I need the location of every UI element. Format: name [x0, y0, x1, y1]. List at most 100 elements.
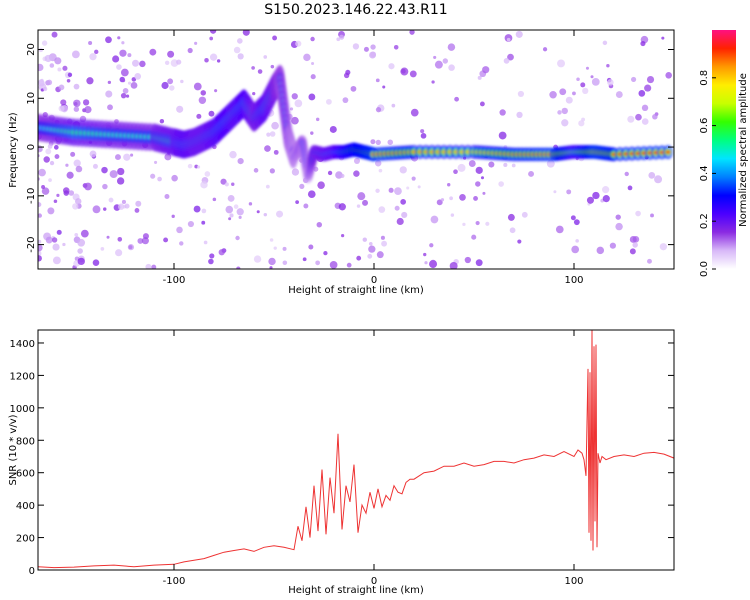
- noise-speck: [264, 145, 271, 152]
- noise-speck: [208, 110, 215, 117]
- noise-speck: [352, 43, 360, 50]
- noise-speck: [566, 189, 572, 195]
- y-tick-label: -20: [26, 236, 37, 252]
- noise-speck: [308, 244, 314, 250]
- noise-speck: [54, 57, 62, 65]
- noise-speck: [635, 210, 641, 217]
- noise-speck: [149, 48, 157, 56]
- noise-speck: [399, 166, 407, 174]
- noise-speck: [257, 69, 263, 74]
- noise-speck: [253, 168, 259, 173]
- noise-speck: [209, 53, 218, 61]
- x-tick-label: 100: [564, 275, 583, 286]
- noise-speck: [56, 229, 62, 235]
- noise-speck: [154, 160, 158, 164]
- noise-speck: [343, 72, 350, 79]
- noise-speck: [135, 200, 142, 207]
- noise-speck: [235, 235, 240, 241]
- noise-speck: [375, 107, 382, 113]
- noise-speck: [100, 247, 105, 251]
- noise-speck: [225, 205, 234, 214]
- noise-speck: [378, 206, 386, 213]
- noise-speck: [665, 72, 672, 79]
- snr-frame: [37, 329, 675, 571]
- noise-speck: [376, 251, 384, 259]
- noise-speck: [92, 205, 101, 214]
- noise-speck: [40, 78, 44, 82]
- noise-speck: [75, 165, 83, 173]
- noise-speck: [316, 221, 323, 228]
- noise-speck: [430, 215, 439, 224]
- noise-speck: [176, 59, 182, 65]
- noise-speck: [119, 49, 127, 57]
- spectrogram-y-label: Frequency (Hz): [8, 112, 19, 188]
- y-tick-label: -10: [26, 188, 37, 204]
- noise-speck: [74, 232, 79, 237]
- colorbar-tick-label: 0.0: [699, 261, 710, 277]
- noise-speck: [236, 208, 244, 216]
- noise-speck: [45, 236, 53, 244]
- noise-speck: [38, 63, 44, 72]
- noise-speck: [169, 85, 175, 91]
- colorbar-tick-label: 0.6: [699, 118, 710, 134]
- noise-speck: [590, 75, 594, 79]
- noise-speck: [475, 166, 483, 174]
- noise-speck: [236, 266, 241, 269]
- noise-speck: [507, 53, 514, 61]
- noise-speck: [521, 211, 528, 218]
- noise-speck: [237, 38, 243, 44]
- colorbar-bar: [712, 30, 736, 269]
- noise-speck: [659, 243, 668, 251]
- noise-speck: [73, 99, 81, 108]
- noise-speck: [171, 214, 175, 218]
- noise-speck: [370, 139, 376, 145]
- noise-speck: [80, 229, 89, 238]
- noise-speck: [77, 257, 85, 266]
- noise-speck: [210, 30, 217, 34]
- noise-speck: [187, 47, 193, 54]
- noise-speck: [115, 249, 123, 257]
- noise-speck: [134, 73, 142, 80]
- noise-speck: [572, 91, 576, 96]
- noise-speck: [482, 66, 490, 74]
- noise-speck: [117, 237, 123, 242]
- noise-speck: [315, 117, 320, 122]
- noise-speck: [624, 171, 629, 177]
- noise-speck: [45, 148, 52, 155]
- noise-speck: [269, 131, 276, 137]
- noise-speck: [105, 36, 112, 44]
- noise-speck: [123, 153, 131, 161]
- noise-speck: [423, 252, 427, 257]
- noise-speck: [356, 204, 361, 208]
- noise-speck: [44, 54, 52, 63]
- noise-speck: [220, 178, 227, 185]
- noise-speck: [515, 30, 523, 38]
- noise-speck: [229, 213, 234, 218]
- noise-speck: [212, 197, 217, 202]
- noise-speck: [187, 163, 193, 169]
- noise-speck: [141, 237, 149, 245]
- noise-speck: [194, 41, 198, 45]
- noise-speck: [336, 37, 341, 42]
- noise-speck: [586, 196, 594, 204]
- noise-speck: [549, 91, 557, 99]
- noise-speck: [468, 160, 476, 167]
- noise-speck: [117, 36, 121, 40]
- noise-speck: [353, 157, 361, 164]
- noise-speck: [268, 257, 276, 266]
- noise-speck: [440, 198, 445, 202]
- noise-speck: [449, 261, 458, 269]
- noise-speck: [363, 46, 369, 52]
- noise-speck: [652, 114, 658, 120]
- noise-speck: [171, 174, 178, 182]
- spectrogram-frame: [37, 29, 675, 270]
- noise-speck: [375, 78, 380, 83]
- noise-speck: [294, 99, 303, 108]
- noise-speck: [139, 60, 146, 68]
- noise-speck: [53, 145, 59, 150]
- noise-speck: [457, 163, 466, 172]
- noise-speck: [38, 255, 42, 262]
- noise-speck: [450, 213, 455, 217]
- noise-speck: [176, 226, 183, 234]
